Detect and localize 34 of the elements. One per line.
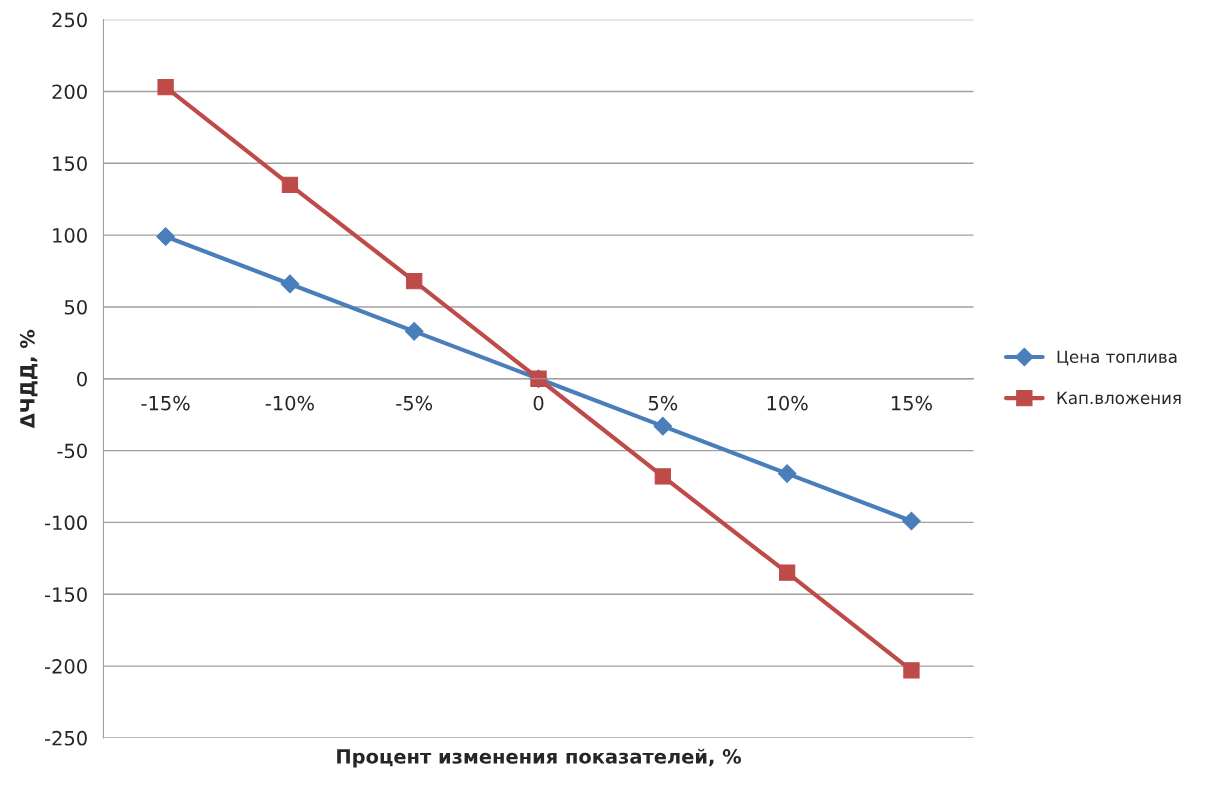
x-tick-label: 0 (533, 395, 544, 411)
legend-label: Цена топлива (1057, 350, 1177, 366)
y-tick-label: 50 (64, 299, 87, 315)
y-axis-title: ΔЧДД, % (20, 329, 38, 429)
y-tick-label: -250 (44, 730, 87, 746)
point (902, 511, 921, 531)
point (777, 464, 797, 483)
point (406, 272, 423, 290)
y-tick-label: 150 (53, 156, 87, 171)
y-tick-label: -50 (57, 443, 87, 459)
point (653, 416, 673, 436)
y-tick-label: 250 (52, 12, 87, 28)
x-tick-label: 10% (767, 395, 808, 411)
x-tick-label: 15% (891, 395, 932, 411)
point (156, 227, 175, 246)
point (404, 322, 424, 341)
x-tick-label: -10% (265, 395, 314, 411)
x-tick-label: 5% (648, 395, 678, 411)
y-tick-label: -200 (44, 659, 87, 674)
point (903, 662, 920, 679)
legend-label: Кап.вложения (1057, 391, 1181, 405)
y-tick-label: 200 (52, 84, 87, 100)
x-tick-label: -15% (141, 395, 190, 411)
point (778, 564, 796, 581)
point (280, 274, 300, 294)
y-tick-label: -150 (44, 587, 87, 602)
point (157, 78, 174, 96)
y-tick-label: -100 (44, 515, 87, 531)
point (654, 468, 671, 485)
y-tick-label: 0 (77, 371, 87, 387)
point (281, 176, 299, 193)
y-tick-label: 100 (53, 228, 87, 243)
x-axis-title: Процент изменения показателей, % (337, 748, 742, 768)
x-tick-label: -5% (396, 395, 433, 411)
